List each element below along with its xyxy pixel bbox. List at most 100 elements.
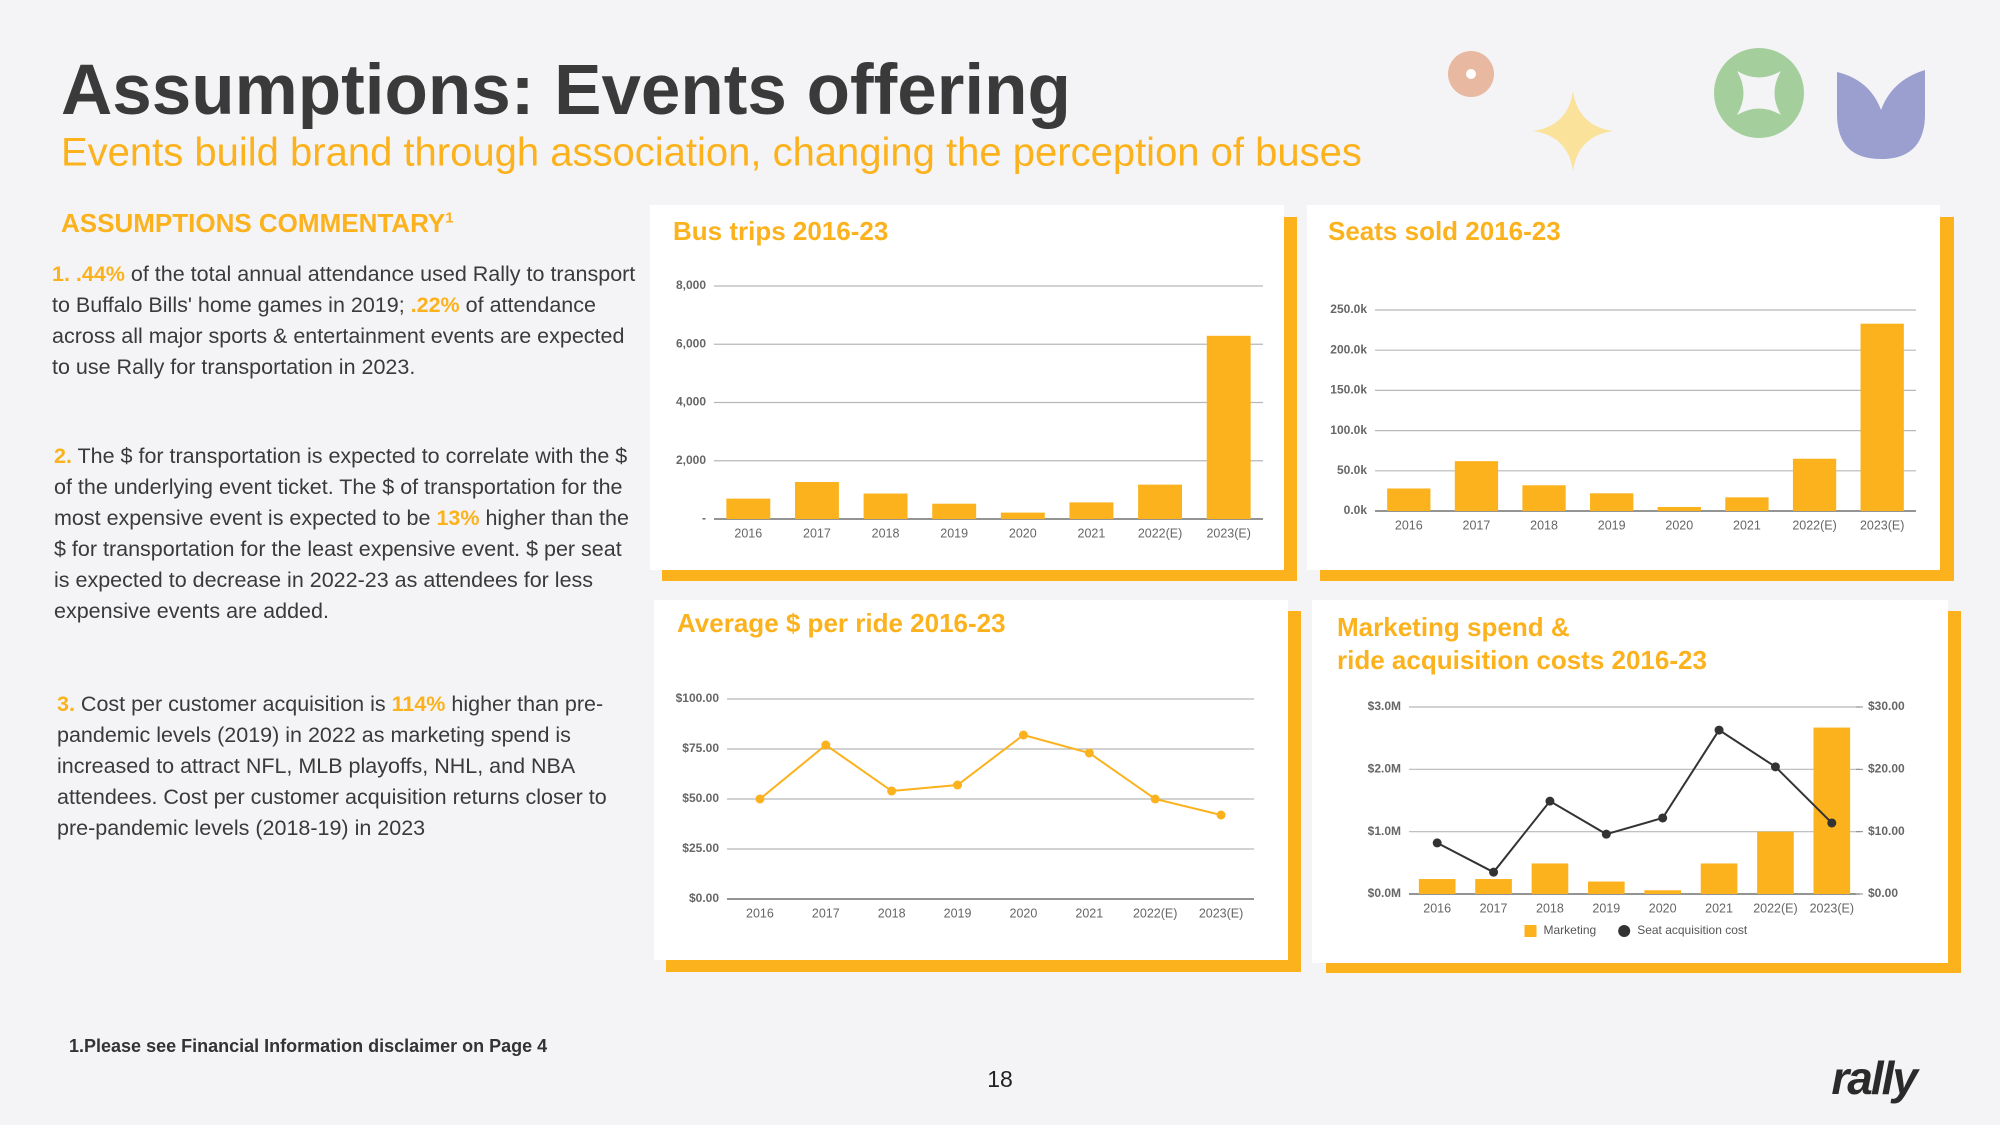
bar: [1657, 506, 1701, 511]
x-tick-label: 2021: [1733, 518, 1761, 532]
heading-note: 1: [445, 209, 454, 227]
x-tick-label: 2017: [1463, 518, 1491, 532]
y-tick-label: 2,000: [676, 453, 706, 467]
y-tick-label: 8,000: [676, 278, 706, 292]
y-tick-label: -: [702, 511, 706, 525]
x-tick-label: 2016: [1423, 901, 1451, 915]
y-tick-label: $50.00: [682, 791, 719, 805]
point: [953, 780, 963, 790]
commentary-point: 3. Cost per customer acquisition is 114%…: [57, 689, 637, 844]
point: [1216, 810, 1226, 820]
x-tick-label: 2020: [1665, 518, 1693, 532]
point: [1545, 796, 1555, 806]
y-tick-label: $0.00: [689, 891, 719, 905]
bar: [1069, 502, 1114, 519]
point-text: of attendance across all major sports & …: [52, 293, 625, 379]
point: [1489, 867, 1499, 877]
page-number: 18: [987, 1066, 1013, 1092]
decor-green-cut: [1737, 71, 1781, 115]
commentary-point: 2. The $ for transportation is expected …: [54, 441, 639, 627]
bar: [1860, 323, 1904, 511]
legend-swatch: [1524, 925, 1537, 937]
highlight: 114%: [391, 692, 446, 716]
bar: [1475, 879, 1512, 894]
bar: [863, 493, 908, 519]
logo: rally: [1831, 1052, 1920, 1104]
chart-title: Seats sold 2016-23: [1328, 216, 1561, 246]
title: Assumptions: Events offering: [61, 51, 1071, 130]
x-tick-label: 2021: [1078, 526, 1106, 540]
x-tick-label: 2019: [944, 906, 972, 920]
legend-label: Seat acquisition cost: [1637, 923, 1748, 937]
y-tick-label: 250.0k: [1330, 302, 1367, 316]
point: [1018, 730, 1028, 740]
bar: [794, 482, 839, 519]
line: [759, 733, 1222, 816]
y-tick-label: $25.00: [682, 841, 719, 855]
chart-title: Bus trips 2016-23: [673, 216, 888, 246]
subtitle: Events build brand through association, …: [61, 131, 1362, 175]
highlight: 2.: [54, 444, 72, 468]
chart-title: Marketing spend &: [1337, 612, 1570, 642]
bar: [1387, 488, 1431, 511]
bar: [1644, 890, 1682, 894]
y-tick-label: 100.0k: [1330, 423, 1367, 437]
x-tick-label: 2021: [1705, 901, 1733, 915]
x-tick-label: 2023(E): [1206, 526, 1250, 540]
legend-label: Marketing: [1544, 923, 1597, 937]
bar: [1531, 863, 1569, 894]
point-text: higher than pre-pandemic levels (2019) i…: [57, 692, 607, 840]
y-tick-label: 4,000: [676, 395, 706, 409]
y-tick-label: 200.0k: [1330, 342, 1367, 356]
point: [1714, 725, 1724, 735]
x-tick-label: 2023(E): [1810, 901, 1854, 915]
x-tick-label: 2017: [803, 526, 831, 540]
x-tick-label: 2020: [1649, 901, 1677, 915]
point: [1601, 829, 1611, 839]
x-tick-label: 2023(E): [1199, 906, 1243, 920]
bar: [1792, 458, 1837, 511]
highlight: 13%: [436, 506, 480, 530]
x-tick-label: 2022(E): [1792, 518, 1836, 532]
y2-tick-label: $10.00: [1868, 824, 1905, 838]
footnote: 1.Please see Financial Information discl…: [69, 1036, 548, 1056]
y-tick-label: 0.0k: [1344, 503, 1368, 517]
x-tick-label: 2020: [1010, 906, 1038, 920]
bar: [1418, 879, 1456, 894]
point-text: Cost per customer acquisition is: [74, 692, 392, 716]
x-tick-label: 2017: [1480, 901, 1508, 915]
highlight: 3.: [57, 692, 75, 716]
y-tick-label: $1.0M: [1368, 824, 1401, 838]
x-tick-label: 2020: [1009, 526, 1037, 540]
decor-tulip: [1837, 70, 1925, 159]
bar: [1454, 461, 1499, 511]
bar: [1206, 335, 1251, 519]
bar: [1725, 497, 1769, 511]
x-tick-label: 2022(E): [1133, 906, 1177, 920]
x-tick-label: 2022(E): [1138, 526, 1182, 540]
point: [1084, 748, 1094, 758]
y-tick-label: $75.00: [682, 741, 719, 755]
x-tick-label: 2022(E): [1753, 901, 1797, 915]
y-tick-label: $3.0M: [1368, 699, 1401, 713]
commentary-heading: ASSUMPTIONS COMMENTARY1: [61, 208, 454, 239]
bar: [1000, 512, 1045, 519]
legend-swatch: [1618, 925, 1631, 937]
point: [887, 786, 897, 796]
y-tick-label: $0.0M: [1368, 886, 1401, 900]
bar: [1587, 881, 1625, 894]
point-text: higher than the $ for transportation for…: [54, 506, 629, 623]
chart-title: Average $ per ride 2016-23: [677, 608, 1006, 638]
point: [1827, 818, 1837, 828]
card: [654, 600, 1288, 960]
bar: [1590, 493, 1634, 511]
x-tick-label: 2018: [1530, 518, 1558, 532]
y-tick-label: 50.0k: [1337, 463, 1367, 477]
highlight: .22%: [410, 293, 460, 317]
bar: [1700, 863, 1738, 894]
point-text: The $ for transportation is expected to …: [54, 444, 628, 530]
y-tick-label: 6,000: [676, 336, 706, 350]
x-tick-label: 2018: [1536, 901, 1564, 915]
